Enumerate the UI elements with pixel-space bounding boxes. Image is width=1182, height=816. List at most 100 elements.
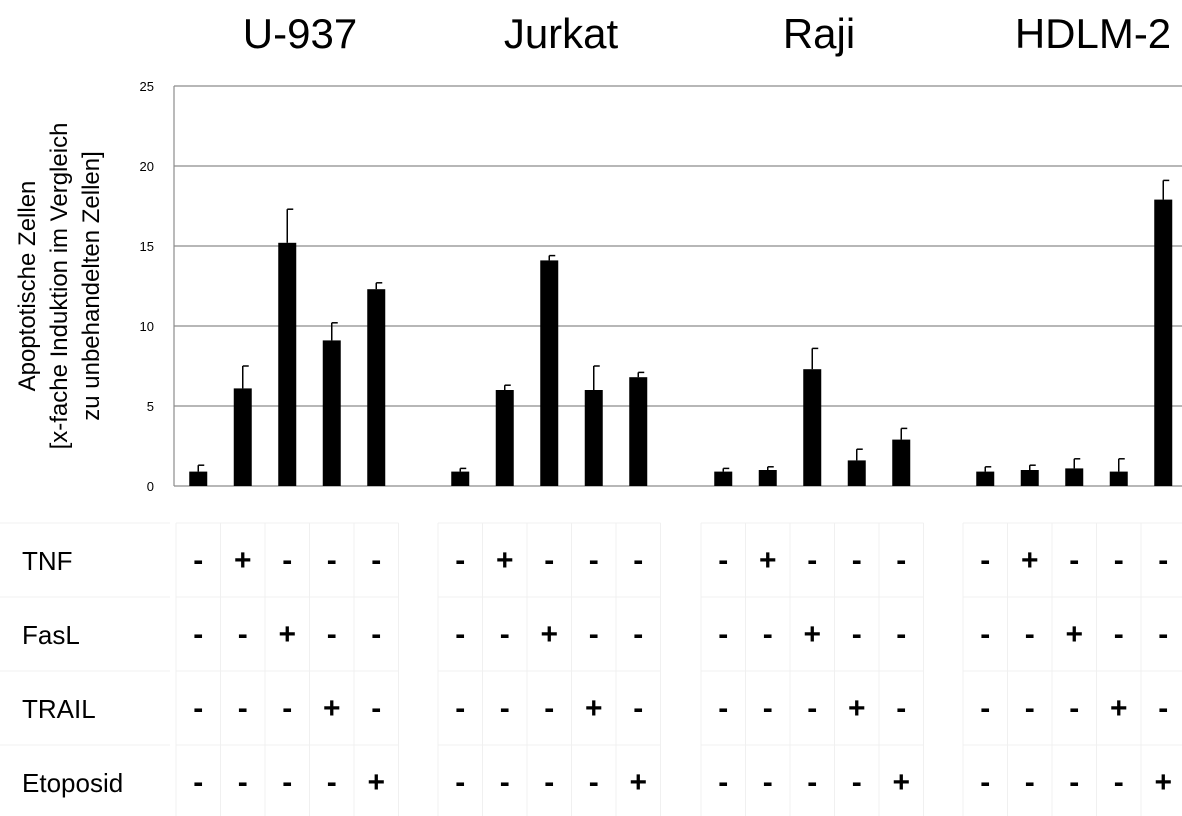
y-tick-label: 0: [147, 479, 154, 494]
y-axis-label-line: [x-fache Induktion im Vergleich: [46, 123, 73, 450]
bar: [758, 470, 777, 486]
treatment-sign: +: [540, 618, 558, 651]
treatment-sign: -: [763, 692, 773, 725]
bar: [847, 460, 866, 486]
treatment-sign: +: [1065, 618, 1083, 651]
gridlines: [174, 85, 1182, 487]
bar-group: [451, 254, 648, 486]
treatment-sign: -: [500, 618, 510, 651]
y-axis-label-line: Apoptotische Zellen: [14, 181, 41, 392]
treatment-sign: -: [193, 692, 203, 725]
treatment-sign: +: [585, 692, 603, 725]
treatment-sign: -: [282, 766, 292, 799]
treatment-table: TNF - + - - - - + - - - - + - - - - + - - -FasL - - + - - - - + - - - - +…: [0, 522, 1182, 816]
y-tick-label: 5: [147, 399, 154, 414]
treatment-sign: -: [896, 692, 906, 725]
treatment-sign: -: [896, 544, 906, 577]
treatment-sign: -: [238, 766, 248, 799]
treatment-sign: -: [371, 692, 381, 725]
treatment-sign: +: [848, 692, 866, 725]
treatment-sign: +: [1110, 692, 1128, 725]
y-tick-label: 15: [140, 239, 154, 254]
treatment-sign: +: [1154, 766, 1172, 799]
bar: [803, 369, 822, 486]
y-axis-label-line: zu unbehandelten Zellen]: [78, 151, 105, 421]
treatment-sign: -: [633, 544, 643, 577]
treatment-sign: -: [327, 618, 337, 651]
treatment-sign: -: [1114, 766, 1124, 799]
y-tick-labels: 0 5 10 15 20 25: [140, 79, 154, 494]
treatment-sign: +: [629, 766, 647, 799]
bar: [189, 471, 208, 486]
group-title: Jurkat: [504, 10, 619, 57]
treatment-sign: -: [1158, 692, 1168, 725]
treatment-sign: -: [980, 766, 990, 799]
treatment-sign: -: [193, 766, 203, 799]
treatment-sign: -: [896, 618, 906, 651]
treatment-sign: -: [589, 618, 599, 651]
group-title: Raji: [783, 10, 855, 57]
treatment-row-label: TRAIL: [22, 694, 96, 724]
treatment-sign: +: [496, 544, 514, 577]
bar: [540, 260, 559, 486]
treatment-sign: -: [238, 692, 248, 725]
treatment-sign: +: [803, 618, 821, 651]
treatment-sign: -: [238, 618, 248, 651]
treatment-row-label: TNF: [22, 546, 73, 576]
treatment-sign: -: [1069, 544, 1079, 577]
bar: [322, 340, 341, 486]
treatment-sign: -: [544, 692, 554, 725]
y-axis-label: Apoptotische Zellen [x-fache Induktion im…: [14, 123, 105, 450]
bar: [495, 390, 514, 486]
treatment-row-label: FasL: [22, 620, 80, 650]
bar-group: [189, 208, 386, 486]
treatment-sign: -: [589, 544, 599, 577]
bar: [1154, 199, 1173, 486]
y-tick-label: 10: [140, 319, 154, 334]
treatment-sign: -: [1158, 544, 1168, 577]
treatment-sign: -: [455, 618, 465, 651]
treatment-sign: -: [371, 618, 381, 651]
treatment-sign: -: [718, 692, 728, 725]
treatment-sign: -: [980, 618, 990, 651]
treatment-sign: -: [807, 544, 817, 577]
treatment-sign: +: [367, 766, 385, 799]
bar: [584, 390, 603, 486]
treatment-sign: -: [807, 766, 817, 799]
treatment-sign: -: [455, 766, 465, 799]
treatment-sign: -: [718, 544, 728, 577]
bar-group: [714, 347, 911, 486]
treatment-sign: -: [327, 544, 337, 577]
treatment-sign: +: [759, 544, 777, 577]
treatment-sign: -: [500, 766, 510, 799]
treatment-sign: -: [1158, 618, 1168, 651]
treatment-sign: -: [1025, 618, 1035, 651]
treatment-sign: -: [589, 766, 599, 799]
treatment-sign: -: [282, 544, 292, 577]
bar: [1065, 468, 1084, 486]
bar: [233, 388, 252, 486]
treatment-sign: -: [193, 618, 203, 651]
treatment-sign: -: [980, 544, 990, 577]
treatment-sign: +: [278, 618, 296, 651]
bar: [451, 471, 470, 486]
treatment-sign: -: [282, 692, 292, 725]
bar: [629, 377, 648, 486]
group-title: U-937: [243, 10, 357, 57]
bar: [1109, 471, 1128, 486]
treatment-sign: -: [852, 766, 862, 799]
bar: [367, 289, 386, 486]
bar: [892, 439, 911, 486]
treatment-sign: -: [1114, 544, 1124, 577]
treatment-sign: -: [1069, 766, 1079, 799]
treatment-sign: -: [1025, 692, 1035, 725]
bar: [976, 471, 995, 486]
treatment-sign: -: [852, 618, 862, 651]
bar: [1020, 470, 1039, 486]
treatment-sign: -: [544, 544, 554, 577]
treatment-sign: +: [323, 692, 341, 725]
treatment-sign: -: [455, 692, 465, 725]
treatment-sign: -: [633, 692, 643, 725]
treatment-sign: -: [852, 544, 862, 577]
